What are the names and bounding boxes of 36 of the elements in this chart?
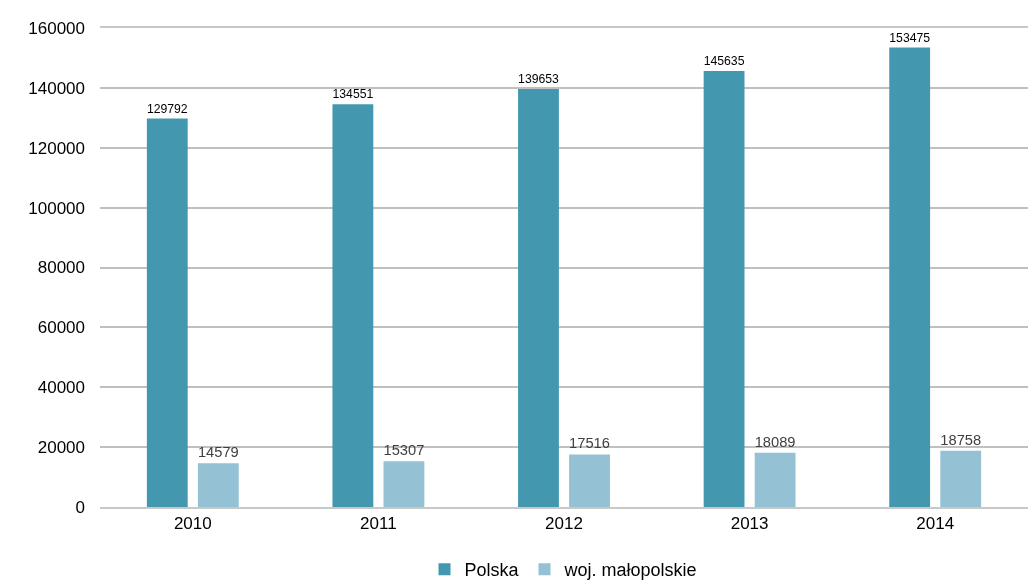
data-label: 129792 [146, 101, 188, 116]
y-tick-label: 100000 [28, 198, 85, 218]
legend-label: Polska [464, 560, 520, 581]
x-tick-label: 2013 [730, 514, 769, 534]
bar [754, 452, 796, 507]
legend-label: woj. małopolskie [563, 560, 697, 581]
data-label: 18089 [754, 433, 796, 450]
y-tick-label: 140000 [28, 78, 85, 98]
y-tick-label: 40000 [37, 378, 85, 398]
data-label: 139653 [518, 72, 560, 87]
bar [569, 454, 610, 507]
y-tick-label: 20000 [37, 438, 85, 458]
x-tick-label: 2012 [545, 514, 583, 534]
bar [197, 463, 239, 507]
bar [940, 450, 982, 507]
x-tick-label: 2011 [360, 514, 397, 534]
data-label: 153475 [889, 30, 931, 45]
y-tick-label: 80000 [37, 258, 85, 278]
y-tick-label: 120000 [28, 138, 85, 158]
x-tick-label: 2014 [916, 514, 955, 534]
y-tick-label: 60000 [37, 318, 85, 338]
data-label: 17516 [569, 435, 610, 452]
data-label: 14579 [197, 444, 239, 461]
bar [703, 71, 745, 507]
y-tick-label: 0 [75, 497, 85, 517]
bar [146, 118, 188, 507]
data-label: 145635 [703, 54, 745, 69]
data-label: 15307 [383, 441, 425, 458]
bar [889, 47, 931, 507]
y-tick-label: 160000 [28, 18, 85, 38]
x-tick-label: 2010 [173, 514, 212, 534]
bar [383, 461, 425, 507]
bar [518, 88, 559, 507]
bar [332, 104, 374, 507]
data-label: 18758 [940, 431, 982, 448]
data-label: 134551 [332, 87, 374, 102]
